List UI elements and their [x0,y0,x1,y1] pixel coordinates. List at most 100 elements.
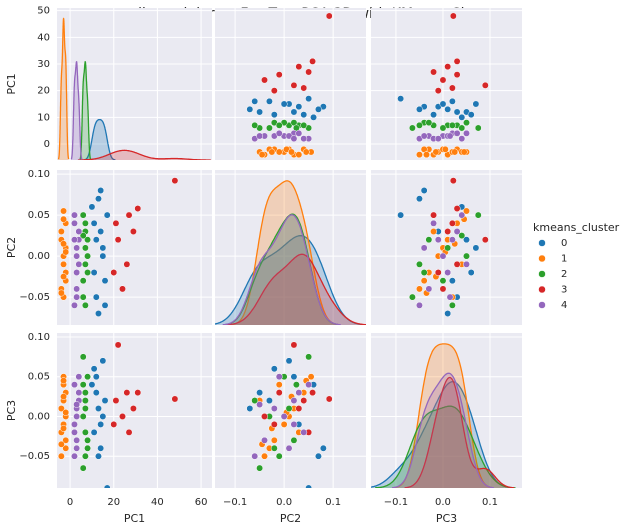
scatter-point [439,252,447,260]
scatter-point [270,365,278,373]
kde-area [58,18,69,160]
scatter-point [62,436,70,444]
kde-line [231,180,340,325]
kde-area [215,235,366,325]
scatter-point [81,389,89,397]
scatter-point [95,452,102,460]
scatter-point [134,389,142,397]
scatter-point [75,389,83,397]
scatter-point [268,148,276,156]
y-tick-label: 50 [37,6,50,17]
kde-area [393,343,493,488]
legend-label: 0 [561,238,567,249]
scatter-point [251,121,259,129]
scatter-point [261,413,268,420]
scatter-point [434,87,442,95]
scatter-point [125,428,133,436]
scatter-point [265,97,273,105]
scatter-point [430,219,438,227]
scatter-point [265,124,273,132]
scatter-point [425,285,433,293]
scatter-point [112,397,120,405]
scatter-point [416,121,423,129]
scatter-point [81,301,89,309]
scatter-point [275,71,283,79]
scatter-point [84,252,92,260]
scatter-point [71,452,78,460]
legend-label: 4 [561,300,567,311]
kde-line [404,376,515,488]
scatter-point [256,401,264,408]
scatter-point [280,100,288,108]
scatter-point [397,95,405,103]
scatter-point [103,484,111,488]
kde-area [80,61,91,160]
scatter-point [309,57,317,65]
legend-marker [538,239,546,247]
scatter-point [453,108,461,116]
scatter-point [95,405,102,412]
scatter-point [60,207,67,215]
scatter-point [73,244,81,252]
scatter-point [84,236,92,244]
scatter-point [90,365,98,373]
scatter-point [57,405,65,412]
scatter-point [420,187,428,194]
scatter-point [71,219,78,227]
kde-area [77,150,211,160]
scatter-point [451,148,459,156]
kde-line [375,405,516,488]
scatter-point [75,260,83,268]
scatter-point [420,132,428,140]
kde-area [392,373,494,488]
scatter-point [302,148,310,156]
x-tick-label: 0.1 [482,497,498,508]
scatter-point [472,244,480,252]
scatter-point [251,97,259,105]
scatter-point [265,397,273,405]
panel-background [57,170,212,325]
scatter-point [60,393,67,401]
scatter-point [110,269,118,276]
scatter-point [416,285,423,293]
scatter-point [119,413,126,420]
scatter-point [420,269,428,276]
scatter-point [448,301,456,309]
kde-area [224,254,366,325]
scatter-point [434,269,442,276]
scatter-point [458,211,466,219]
scatter-point [99,244,107,252]
scatter-point [261,452,268,460]
scatter-point [99,357,107,365]
scatter-point [434,236,442,244]
scatter-point [453,129,461,137]
scatter-point [103,211,111,219]
scatter-point [81,260,89,268]
scatter-point [84,269,92,276]
panel [371,343,516,488]
scatter-point [441,145,449,153]
y-tick-label: 0 [44,139,50,150]
x-tick-label: 0.0 [276,497,292,508]
scatter-point [420,244,428,252]
scatter-point [408,124,416,132]
scatter-point [73,252,81,260]
x-tick-label: 0.1 [325,497,341,508]
scatter-point [261,436,268,444]
scatter-point [288,148,295,156]
x-tick-label: −0.1 [223,497,247,508]
scatter-point [474,211,482,219]
scatter-point [474,124,482,132]
scatter-point [62,248,70,256]
scatter-point [472,100,480,108]
legend-label: 3 [561,285,567,296]
scatter-point [453,205,461,212]
scatter-point [444,244,452,252]
scatter-point [60,424,67,432]
scatter-point [71,211,78,219]
scatter-point [101,301,109,309]
x-axis-label: PC3 [436,512,457,525]
scatter-point [463,260,470,268]
scatter-point [71,428,78,436]
scatter-point [79,381,87,389]
